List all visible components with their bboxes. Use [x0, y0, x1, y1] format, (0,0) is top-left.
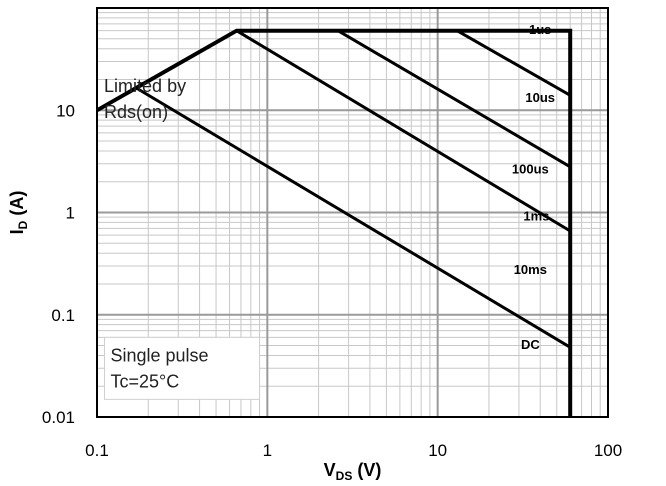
annotation-0-line-0: Limited by [104, 76, 186, 96]
series-label-100us: 100us [512, 162, 549, 177]
x-tick-label: 10 [428, 441, 447, 460]
series-label-1us: 1us [529, 22, 551, 37]
series-label-1ms: 1ms [523, 209, 549, 224]
x-axis-title-main: V [324, 460, 336, 480]
y-axis-title: ID (A) [7, 191, 30, 235]
plot-frame [96, 7, 609, 418]
x-tick-label: 0.1 [85, 441, 109, 460]
series-label-dc: DC [521, 337, 540, 352]
y-tick-label: 1 [66, 204, 75, 223]
annotation-0-line-1: Rds(on) [104, 102, 168, 122]
annotation-layer: Limited by Rds(on) Single pulse Tc=25°C [103, 76, 260, 400]
x-axis-title: VDS (V) [324, 460, 382, 483]
x-tick-label: 100 [594, 441, 622, 460]
x-axis-title-subscript: DS [336, 469, 353, 483]
y-tick-label: 10 [56, 101, 75, 120]
x-axis-title-unit: (V) [352, 460, 381, 480]
curve-layer: 1us 10us 100us 1ms 10ms DC [135, 22, 571, 352]
annotation-1-line-1: Tc=25°C [110, 371, 179, 391]
series-label-10us: 10us [525, 90, 555, 105]
series-line-1ms [135, 86, 571, 349]
major-gridlines [97, 8, 608, 417]
safe-operating-area-boundary [96, 28, 573, 417]
tick-labels: 0.1 1 10 100 0.01 0.1 1 10 [42, 101, 622, 460]
series-line-100us [235, 29, 571, 233]
series-label-10ms: 10ms [514, 262, 547, 277]
series-line-1us [456, 29, 571, 97]
y-tick-label: 0.1 [51, 306, 75, 325]
note-box [103, 336, 260, 400]
series-line-10us [337, 29, 571, 169]
annotation-1-line-0: Single pulse [110, 345, 208, 365]
x-tick-label: 1 [263, 441, 272, 460]
y-tick-label: 0.01 [42, 408, 75, 427]
y-axis-title-unit: (A) [7, 191, 27, 221]
y-axis-title-subscript: D [16, 220, 30, 229]
soa-boundary-line [96, 28, 573, 417]
y-axis-title-main: I [7, 229, 27, 234]
